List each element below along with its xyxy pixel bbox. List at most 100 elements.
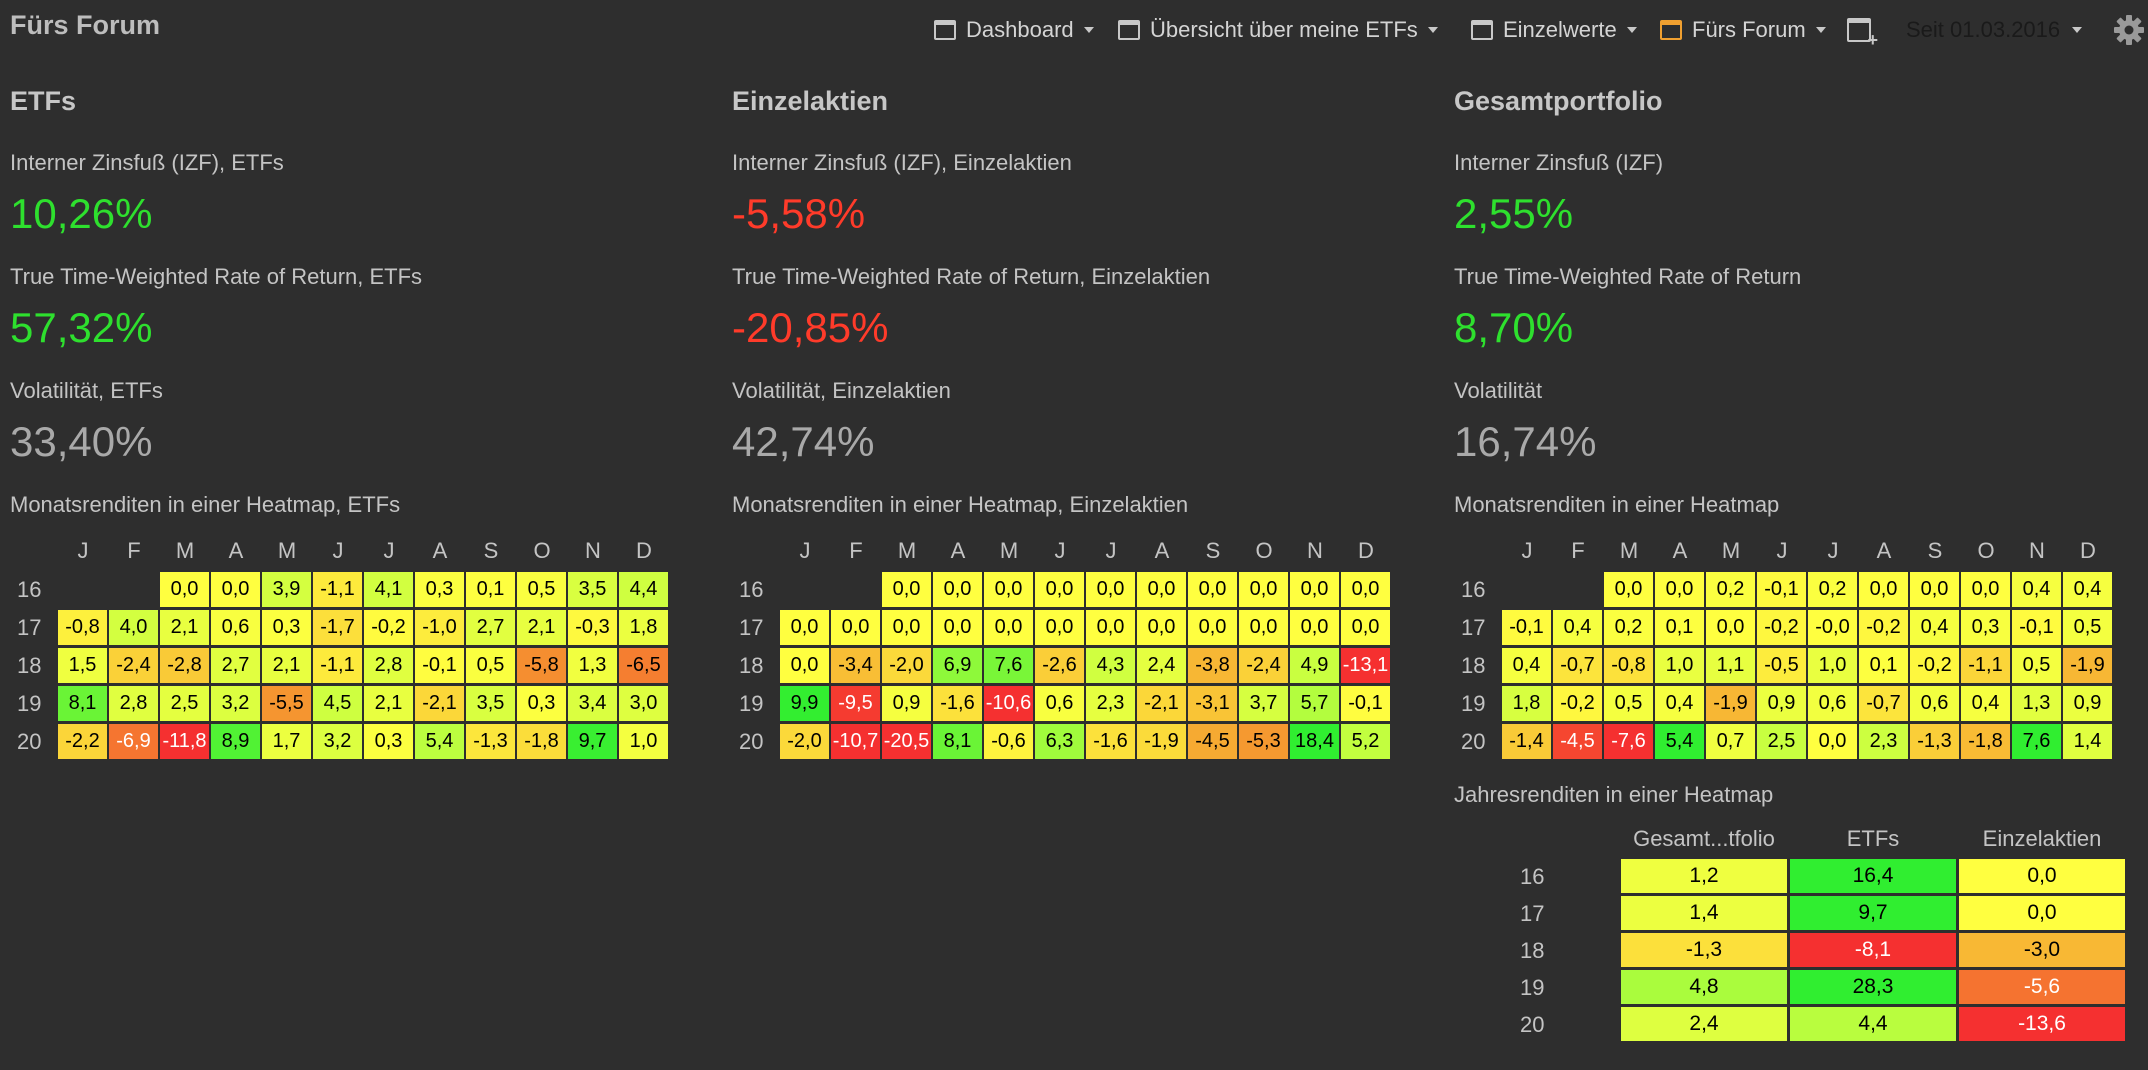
heatmap-month-label: M: [1619, 538, 1639, 563]
heatmap-cell: -0,7: [1552, 647, 1603, 684]
section-title: ETFs: [10, 86, 77, 116]
heatmap-cell: 3,4: [567, 685, 618, 722]
heatmap-month-label: A: [1154, 538, 1170, 563]
heatmap-year-label: 16: [739, 577, 764, 602]
heatmap-year-label: 20: [1461, 729, 1486, 754]
heatmap-cell: 9,9: [779, 685, 830, 722]
heatmap-month-label: N: [1307, 538, 1323, 563]
heatmap-cell: 5,7: [1289, 685, 1340, 722]
heatmap-month-label: J: [332, 538, 344, 563]
heatmap-month-label: A: [432, 538, 448, 563]
chevron-down-icon[interactable]: [1626, 27, 1637, 33]
tab-overview-etfs[interactable]: Übersicht über meine ETFs: [1118, 14, 1438, 46]
tab-dashboard[interactable]: Dashboard: [934, 14, 1094, 46]
heatmap-month-label: F: [849, 538, 863, 563]
section-title: Einzelaktien: [732, 86, 889, 116]
heatmap-cell: -1,4: [1501, 723, 1552, 760]
heatmap-cell: -1,3: [1909, 723, 1960, 760]
heatmap-month-label: J: [77, 538, 89, 563]
heatmap-cell: -20,5: [881, 723, 932, 760]
heatmap-cell: 0,0: [1960, 571, 2011, 608]
heatmap-cell: -0,1: [414, 647, 465, 684]
heatmap-month-label: S: [1205, 538, 1221, 563]
heatmap-cell: -1,9: [1705, 685, 1756, 722]
chevron-down-icon[interactable]: [1815, 27, 1826, 33]
annual-year-label: 19: [1520, 975, 1545, 1000]
heatmap-cell: -6,9: [108, 723, 159, 760]
heatmap-cell: 4,1: [363, 571, 414, 608]
heatmap-cell: 2,1: [516, 609, 567, 646]
heatmap-cell: 0,5: [2011, 647, 2062, 684]
heatmap-year-label: 18: [739, 653, 764, 678]
heatmap-cell: -0,0: [1807, 609, 1858, 646]
heatmap-cell: 2,3: [1085, 685, 1136, 722]
chevron-down-icon[interactable]: [1427, 27, 1438, 33]
heatmap-cell: 0,0: [1034, 571, 1085, 608]
heatmap-cell: 1,4: [2062, 723, 2113, 760]
heatmap-cell: -10,7: [830, 723, 881, 760]
heatmap-cell: 0,9: [1756, 685, 1807, 722]
heatmap-cell: 8,9: [210, 723, 261, 760]
page-title: Fürs Forum: [10, 10, 161, 40]
heatmap-cell: 3,5: [567, 571, 618, 608]
heatmap-cell: -0,2: [363, 609, 414, 646]
heatmap-cell: 0,0: [932, 571, 983, 608]
heatmap-month-label: F: [127, 538, 141, 563]
heatmap-cell: -1,9: [2062, 647, 2113, 684]
heatmap-month-label: J: [1521, 538, 1533, 563]
heatmap-cell: 0,0: [1654, 571, 1705, 608]
annual-heatmap-cell: -5,6: [1958, 969, 2126, 1005]
heatmap-cell: -1,1: [1960, 647, 2011, 684]
heatmap-cell: 0,4: [2011, 571, 2062, 608]
heatmap-month-label: M: [897, 538, 917, 563]
heatmap-cell: -7,6: [1603, 723, 1654, 760]
heatmap-cell: 0,0: [1136, 609, 1187, 646]
heatmap-cell: 2,1: [363, 685, 414, 722]
heatmap-month-label: A: [1672, 538, 1688, 563]
add-dashboard-icon[interactable]: [1847, 18, 1878, 49]
annual-heatmap-cell: 9,7: [1789, 895, 1957, 931]
heatmap-month-label: F: [1571, 538, 1585, 563]
heatmap-cell: 0,5: [2062, 609, 2113, 646]
tab-fuers-forum[interactable]: Fürs Forum: [1660, 14, 1826, 46]
heatmap-cell: 0,1: [1858, 647, 1909, 684]
heatmap-cell: 0,0: [779, 609, 830, 646]
heatmap-month-label: S: [1927, 538, 1943, 563]
heatmap-cell: 0,6: [1909, 685, 1960, 722]
heatmap-cell: 3,0: [618, 685, 669, 722]
heatmap-year-label: 17: [1461, 615, 1486, 640]
heatmap-cell: -0,2: [1756, 609, 1807, 646]
heatmap-cell: 0,0: [881, 609, 932, 646]
chevron-down-icon[interactable]: [1083, 27, 1094, 33]
annual-heatmap-cell: -1,3: [1620, 932, 1788, 968]
heatmap-cell: -0,1: [2011, 609, 2062, 646]
heatmap-cell: 9,7: [567, 723, 618, 760]
izf-label: Interner Zinsfuß (IZF), Einzelaktien: [732, 150, 1072, 175]
period-selector[interactable]: Seit 01.03.2016: [1906, 14, 2083, 46]
volatility-label: Volatilität, Einzelaktien: [732, 378, 951, 403]
heatmap-cell: -2,6: [1034, 647, 1085, 684]
heatmap-cell: -1,1: [312, 571, 363, 608]
heatmap-cell: -0,2: [1909, 647, 1960, 684]
heatmap-cell: 0,0: [1340, 609, 1391, 646]
annual-heatmap-title: Jahresrenditen in einer Heatmap: [1454, 782, 1774, 807]
annual-column-header: Einzelaktien: [1982, 826, 2102, 851]
heatmap-cell: 0,0: [1034, 609, 1085, 646]
heatmap-cell: 4,5: [312, 685, 363, 722]
heatmap-cell: 0,0: [932, 609, 983, 646]
gear-icon[interactable]: [2113, 14, 2145, 46]
heatmap-cell: 0,4: [2062, 571, 2113, 608]
heatmap-cell: 3,5: [465, 685, 516, 722]
heatmap-cell: 5,2: [1340, 723, 1391, 760]
tab-einzelwerte[interactable]: Einzelwerte: [1471, 14, 1637, 46]
heatmap-cell: 0,0: [1238, 609, 1289, 646]
heatmap-cell: 2,8: [108, 685, 159, 722]
heatmap-cell: 0,3: [363, 723, 414, 760]
heatmap-cell: -1,3: [465, 723, 516, 760]
heatmap-cell: -0,2: [1858, 609, 1909, 646]
heatmap-cell: 0,0: [983, 609, 1034, 646]
heatmap-cell: -11,8: [159, 723, 210, 760]
heatmap-cell: -5,8: [516, 647, 567, 684]
heatmap-cell: -6,5: [618, 647, 669, 684]
